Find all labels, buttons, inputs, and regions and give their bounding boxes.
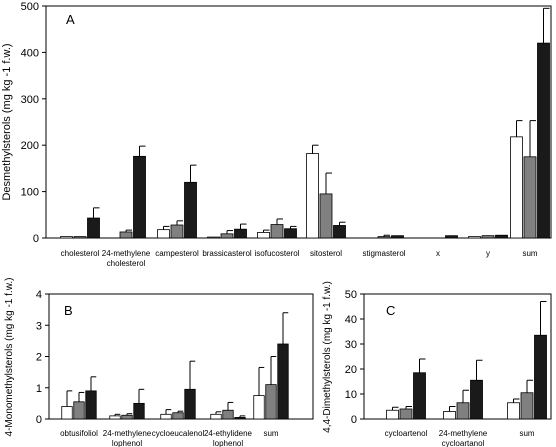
panel-letter: A xyxy=(66,12,75,27)
bar xyxy=(133,155,146,239)
bar xyxy=(319,193,333,239)
bar xyxy=(61,406,73,420)
bar xyxy=(253,395,265,420)
bar xyxy=(73,401,85,420)
category-label: sum xyxy=(519,429,534,438)
category-label: 24-methylene cycloartanol xyxy=(439,429,488,447)
bar xyxy=(523,156,537,239)
category-label: stigmasterol xyxy=(362,249,405,258)
bar xyxy=(133,402,145,420)
category-label: x xyxy=(436,249,440,258)
bar xyxy=(413,372,426,420)
category-label: y xyxy=(486,249,490,258)
y-tick-label: 3 xyxy=(36,320,42,332)
bar xyxy=(172,412,184,420)
bar xyxy=(507,402,520,420)
category-label: cycloartenol xyxy=(385,429,428,438)
panel-b-chart: 0 1 2 3 4 4-Monomethylsterols (mg kg -1 f.w.)… xyxy=(4,278,314,447)
y-tick-label: 500 xyxy=(21,1,39,13)
y-tick-label: 50 xyxy=(345,289,357,301)
category-label: cholesterol xyxy=(61,249,100,258)
y-tick-label: 0 xyxy=(33,233,39,245)
bar xyxy=(510,136,523,239)
y-tick-label: 10 xyxy=(345,389,357,401)
bar xyxy=(222,409,234,420)
bar xyxy=(534,334,547,420)
bar xyxy=(60,236,73,239)
y-tick-label: 20 xyxy=(345,364,357,376)
bar xyxy=(333,225,346,239)
category-label: isofucosterol xyxy=(255,249,300,258)
bar xyxy=(520,392,534,420)
y-axis-label: Desmethylsterols (mg kg -1 f.w.) xyxy=(1,43,13,200)
category-label: campesterol xyxy=(155,249,199,258)
bar xyxy=(157,229,170,239)
y-tick-label: 300 xyxy=(21,94,39,106)
category-label: brassicasterol xyxy=(202,249,252,258)
bar xyxy=(220,233,234,239)
bar xyxy=(210,413,222,420)
y-axis-label: 4-Monomethylsterols (mg kg -1 f.w.) xyxy=(4,278,15,437)
category-label: obtusifoliol xyxy=(60,429,98,438)
bar xyxy=(306,153,319,239)
y-axis-label: 4,4-Dimethylsterols (mg kg -1 f.w.) xyxy=(322,281,333,433)
y-tick-label: 40 xyxy=(345,314,357,326)
bar xyxy=(445,235,458,239)
category-label: cycloeucalenol xyxy=(152,429,205,438)
plot-frame xyxy=(45,5,552,239)
bar xyxy=(160,413,172,420)
category-label: 24-methylene cholesterol xyxy=(102,249,151,268)
bar xyxy=(399,408,413,420)
bar xyxy=(456,402,470,420)
bar xyxy=(470,379,483,420)
bar xyxy=(73,236,87,239)
category-label: 24-ethylidene lophenol xyxy=(204,429,253,447)
bar xyxy=(234,417,246,420)
bar xyxy=(468,236,481,239)
category-label: 24-methylene lophenol xyxy=(103,429,152,447)
bar xyxy=(121,414,133,420)
bar xyxy=(85,390,97,420)
bar xyxy=(119,231,133,239)
bar xyxy=(443,411,456,420)
bar xyxy=(537,42,550,239)
y-tick-label: 100 xyxy=(21,187,39,199)
bar xyxy=(207,236,220,239)
panel-letter: B xyxy=(64,303,73,318)
category-label: sitosterol xyxy=(310,249,342,258)
bar xyxy=(184,388,196,420)
bar xyxy=(391,235,404,239)
bar xyxy=(495,234,508,239)
y-tick-label: 2 xyxy=(36,352,42,364)
bar xyxy=(270,224,284,239)
bar xyxy=(109,415,121,420)
y-tick-label: 400 xyxy=(21,47,39,59)
bar xyxy=(481,235,495,239)
bar xyxy=(377,236,391,239)
y-tick-label: 0 xyxy=(36,414,42,426)
bar xyxy=(170,224,184,239)
y-tick-label: 4 xyxy=(36,289,42,301)
bar xyxy=(386,409,399,420)
y-tick-label: 0 xyxy=(351,414,357,426)
bar xyxy=(265,384,277,420)
y-tick-label: 30 xyxy=(345,339,357,351)
bar xyxy=(234,228,247,239)
panel-letter: C xyxy=(386,303,395,318)
panel-a-chart: 0 100 200 300 400 500 Desmethylsterols (mg kg … xyxy=(1,1,552,268)
category-label: sum xyxy=(263,429,278,438)
bar xyxy=(184,181,197,239)
bar xyxy=(284,228,297,239)
panel-c-chart: 0 10 20 30 40 50 4,4-Dimethylsterols (mg kg -1… xyxy=(322,281,552,447)
bar xyxy=(257,232,270,239)
category-label: sum xyxy=(522,249,537,258)
y-tick-label: 1 xyxy=(36,383,42,395)
bar xyxy=(87,217,100,239)
y-tick-label: 200 xyxy=(21,140,39,152)
bar xyxy=(277,343,289,420)
